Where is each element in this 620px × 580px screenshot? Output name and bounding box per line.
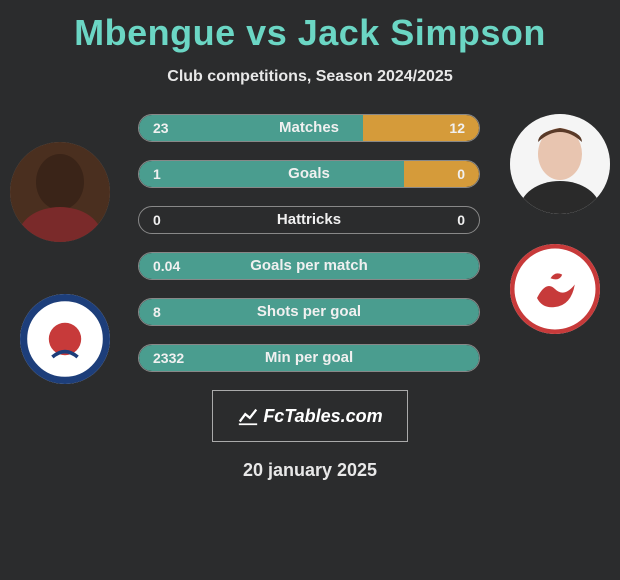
stat-label: Goals: [139, 161, 479, 187]
avatar-right-icon: [510, 114, 610, 214]
stat-row: 2332Min per goal: [138, 344, 480, 372]
stat-label: Matches: [139, 115, 479, 141]
stat-row: 2312Matches: [138, 114, 480, 142]
stat-row: 0.04Goals per match: [138, 252, 480, 280]
stat-label: Shots per goal: [139, 299, 479, 325]
brand-label: FcTables.com: [263, 406, 382, 427]
player-photo-right: [510, 114, 610, 214]
stat-row: 10Goals: [138, 160, 480, 188]
chart-icon: [237, 405, 259, 427]
stat-label: Hattricks: [139, 207, 479, 233]
player-photo-left: [10, 142, 110, 242]
brand-box[interactable]: FcTables.com: [212, 390, 408, 442]
subtitle: Club competitions, Season 2024/2025: [0, 68, 620, 86]
stat-row: 00Hattricks: [138, 206, 480, 234]
crest-right-icon: [510, 244, 600, 334]
team-logo-right: [510, 244, 600, 334]
date-label: 20 january 2025: [0, 460, 620, 481]
stat-bars: 2312Matches 10Goals 00Hattricks 0.04Goals p…: [138, 114, 480, 372]
avatar-left-icon: [10, 142, 110, 242]
crest-left-icon: [20, 294, 110, 384]
stat-row: 8Shots per goal: [138, 298, 480, 326]
stat-label: Goals per match: [139, 253, 479, 279]
comparison-panel: 2312Matches 10Goals 00Hattricks 0.04Goals p…: [0, 114, 620, 372]
team-logo-left: [20, 294, 110, 384]
stat-label: Min per goal: [139, 345, 479, 371]
page-title: Mbengue vs Jack Simpson: [0, 0, 620, 54]
